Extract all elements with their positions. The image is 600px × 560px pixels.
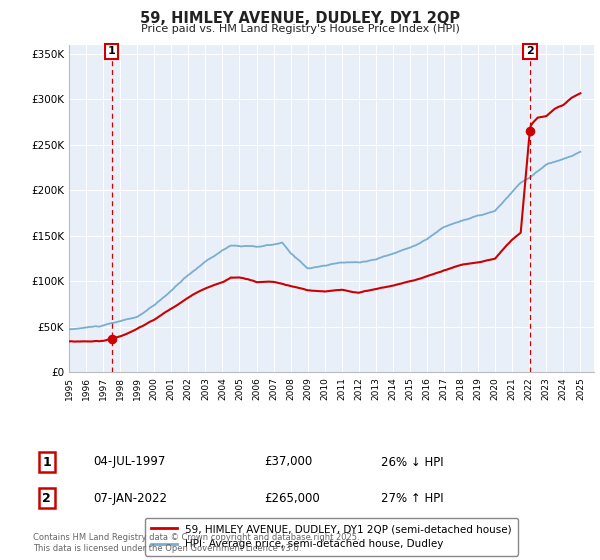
Point [107,334,116,343]
Text: Contains HM Land Registry data © Crown copyright and database right 2025.
This d: Contains HM Land Registry data © Crown c… [33,533,359,553]
Text: Price paid vs. HM Land Registry's House Price Index (HPI): Price paid vs. HM Land Registry's House … [140,24,460,34]
Text: 2: 2 [43,492,51,505]
Text: £265,000: £265,000 [264,492,320,505]
Text: 26% ↓ HPI: 26% ↓ HPI [381,455,443,469]
Text: 2: 2 [526,46,534,57]
Legend: 59, HIMLEY AVENUE, DUDLEY, DY1 2QP (semi-detached house), HPI: Average price, se: 59, HIMLEY AVENUE, DUDLEY, DY1 2QP (semi… [145,518,518,556]
Point [525,127,535,136]
Text: 1: 1 [108,46,115,57]
Text: 59, HIMLEY AVENUE, DUDLEY, DY1 2QP: 59, HIMLEY AVENUE, DUDLEY, DY1 2QP [140,11,460,26]
Text: 04-JUL-1997: 04-JUL-1997 [93,455,166,469]
Text: 27% ↑ HPI: 27% ↑ HPI [381,492,443,505]
Text: 1: 1 [43,455,51,469]
Text: 07-JAN-2022: 07-JAN-2022 [93,492,167,505]
Text: £37,000: £37,000 [264,455,312,469]
